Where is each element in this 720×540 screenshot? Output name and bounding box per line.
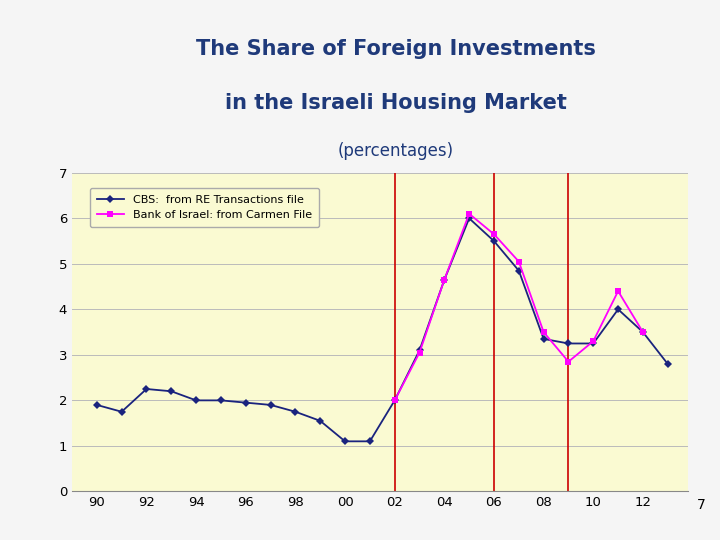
- Line: CBS:  from RE Transactions file: CBS: from RE Transactions file: [94, 215, 670, 444]
- Text: (percentages): (percentages): [338, 142, 454, 160]
- CBS:  from RE Transactions file: (104, 4.65): from RE Transactions file: (104, 4.65): [440, 276, 449, 283]
- Bank of Israel: from Carmen File: (102, 2): from Carmen File: (102, 2): [390, 397, 399, 403]
- CBS:  from RE Transactions file: (94, 2): from RE Transactions file: (94, 2): [192, 397, 200, 403]
- CBS:  from RE Transactions file: (108, 3.35): from RE Transactions file: (108, 3.35): [539, 336, 548, 342]
- Bank of Israel: from Carmen File: (104, 4.65): from Carmen File: (104, 4.65): [440, 276, 449, 283]
- CBS:  from RE Transactions file: (109, 3.25): from RE Transactions file: (109, 3.25): [564, 340, 573, 347]
- Line: Bank of Israel: from Carmen File: Bank of Israel: from Carmen File: [392, 211, 646, 403]
- CBS:  from RE Transactions file: (99, 1.55): from RE Transactions file: (99, 1.55): [316, 417, 325, 424]
- Bank of Israel: from Carmen File: (112, 3.5): from Carmen File: (112, 3.5): [639, 329, 647, 335]
- CBS:  from RE Transactions file: (92, 2.25): from RE Transactions file: (92, 2.25): [142, 386, 150, 392]
- CBS:  from RE Transactions file: (102, 2): from RE Transactions file: (102, 2): [390, 397, 399, 403]
- CBS:  from RE Transactions file: (105, 6): from RE Transactions file: (105, 6): [465, 215, 474, 221]
- CBS:  from RE Transactions file: (112, 3.5): from RE Transactions file: (112, 3.5): [639, 329, 647, 335]
- Bank of Israel: from Carmen File: (105, 6.1): from Carmen File: (105, 6.1): [465, 211, 474, 217]
- Bank of Israel: from Carmen File: (110, 3.3): from Carmen File: (110, 3.3): [589, 338, 598, 345]
- Bank of Israel: from Carmen File: (111, 4.4): from Carmen File: (111, 4.4): [613, 288, 622, 294]
- Text: in the Israeli Housing Market: in the Israeli Housing Market: [225, 92, 567, 113]
- CBS:  from RE Transactions file: (95, 2): from RE Transactions file: (95, 2): [217, 397, 225, 403]
- Bank of Israel: from Carmen File: (108, 3.5): from Carmen File: (108, 3.5): [539, 329, 548, 335]
- Text: 7: 7: [697, 498, 706, 512]
- CBS:  from RE Transactions file: (100, 1.1): from RE Transactions file: (100, 1.1): [341, 438, 349, 444]
- Bank of Israel: from Carmen File: (107, 5.05): from Carmen File: (107, 5.05): [515, 258, 523, 265]
- CBS:  from RE Transactions file: (90, 1.9): from RE Transactions file: (90, 1.9): [92, 402, 101, 408]
- CBS:  from RE Transactions file: (91, 1.75): from RE Transactions file: (91, 1.75): [117, 409, 126, 415]
- Bank of Israel: from Carmen File: (106, 5.65): from Carmen File: (106, 5.65): [490, 231, 498, 238]
- CBS:  from RE Transactions file: (101, 1.1): from RE Transactions file: (101, 1.1): [366, 438, 374, 444]
- CBS:  from RE Transactions file: (96, 1.95): from RE Transactions file: (96, 1.95): [241, 400, 250, 406]
- CBS:  from RE Transactions file: (93, 2.2): from RE Transactions file: (93, 2.2): [167, 388, 176, 395]
- Legend: CBS:  from RE Transactions file, Bank of Israel: from Carmen File: CBS: from RE Transactions file, Bank of …: [90, 188, 319, 227]
- CBS:  from RE Transactions file: (97, 1.9): from RE Transactions file: (97, 1.9): [266, 402, 275, 408]
- CBS:  from RE Transactions file: (106, 5.5): from RE Transactions file: (106, 5.5): [490, 238, 498, 244]
- CBS:  from RE Transactions file: (110, 3.25): from RE Transactions file: (110, 3.25): [589, 340, 598, 347]
- CBS:  from RE Transactions file: (107, 4.85): from RE Transactions file: (107, 4.85): [515, 267, 523, 274]
- Bank of Israel: from Carmen File: (103, 3.05): from Carmen File: (103, 3.05): [415, 349, 424, 356]
- Bank of Israel: from Carmen File: (109, 2.85): from Carmen File: (109, 2.85): [564, 359, 573, 365]
- CBS:  from RE Transactions file: (111, 4): from RE Transactions file: (111, 4): [613, 306, 622, 313]
- CBS:  from RE Transactions file: (103, 3.1): from RE Transactions file: (103, 3.1): [415, 347, 424, 354]
- CBS:  from RE Transactions file: (98, 1.75): from RE Transactions file: (98, 1.75): [291, 409, 300, 415]
- CBS:  from RE Transactions file: (113, 2.8): from RE Transactions file: (113, 2.8): [663, 361, 672, 367]
- Text: The Share of Foreign Investments: The Share of Foreign Investments: [196, 38, 596, 59]
